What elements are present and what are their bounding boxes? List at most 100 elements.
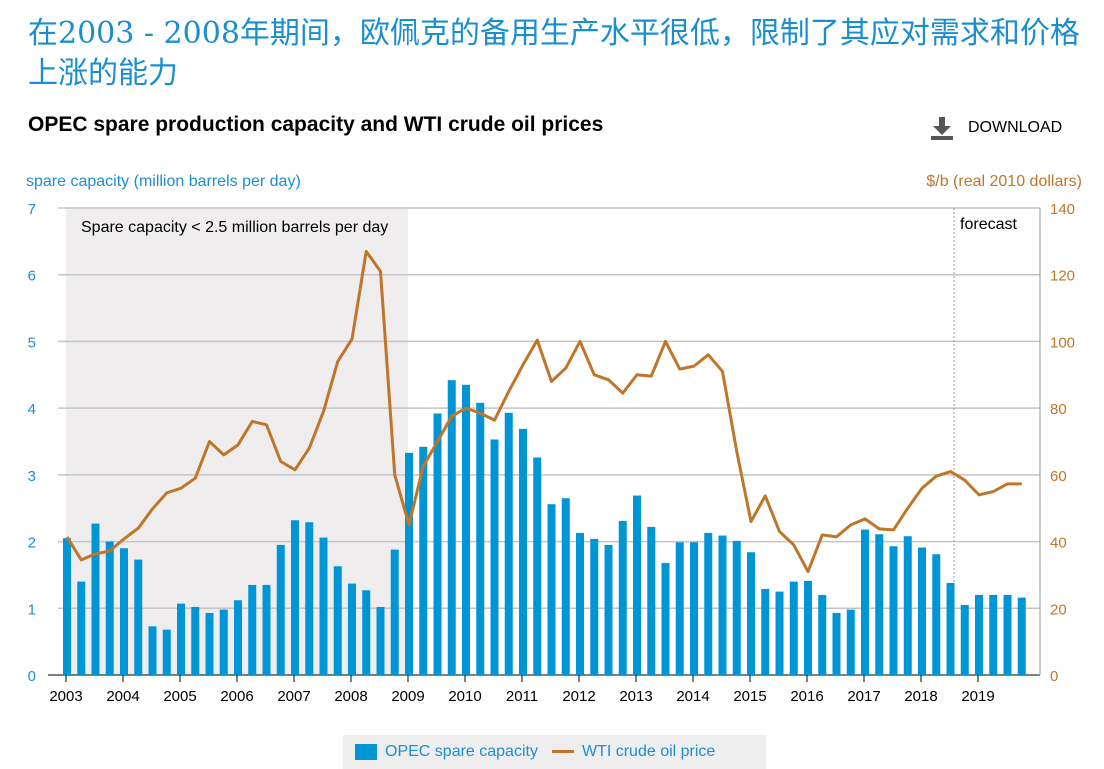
x-tick-label: 2014 (676, 688, 709, 705)
bar (348, 583, 356, 675)
x-tick-label: 2011 (506, 688, 538, 705)
left-tick-label: 7 (28, 201, 36, 218)
left-tick-label: 5 (28, 334, 36, 351)
legend-bars[interactable]: OPEC spare capacity (355, 743, 538, 761)
legend-line[interactable]: WTI crude oil price (551, 743, 715, 761)
bar (718, 535, 727, 675)
bar (191, 606, 200, 675)
bar (561, 498, 570, 675)
legend: OPEC spare capacity WTI crude oil price (343, 735, 766, 769)
x-tick-label: 2008 (334, 688, 367, 705)
bar (305, 522, 314, 675)
right-tick-label: 40 (1050, 535, 1067, 552)
bar (405, 452, 413, 675)
bar (633, 495, 641, 675)
bar-swatch-icon (355, 743, 377, 760)
x-tick-label: 2017 (847, 688, 880, 705)
bar (91, 523, 100, 675)
left-axis-label: spare capacity (million barrels per day) (26, 173, 301, 190)
headline: 在2003 - 2008年期间，欧佩克的备用生产水平很低，限制了其应对需求和价格… (28, 16, 1080, 91)
bar (932, 554, 941, 675)
bar (319, 537, 328, 675)
bar (989, 594, 998, 675)
left-tick-label: 0 (28, 668, 36, 685)
x-tick-label: 2003 (49, 688, 82, 705)
bar (291, 520, 299, 675)
bar (547, 504, 556, 675)
download-button[interactable]: DOWNLOAD (930, 116, 1062, 140)
right-tick-label: 20 (1050, 601, 1067, 618)
bar (219, 609, 228, 675)
download-icon (931, 117, 953, 140)
right-tick-label: 140 (1050, 201, 1075, 218)
bar (1003, 594, 1012, 675)
bar (732, 540, 741, 675)
bar (604, 544, 613, 675)
download-label: DOWNLOAD (968, 119, 1063, 136)
x-tick-label: 2006 (220, 688, 253, 705)
bar (234, 600, 242, 675)
left-tick-label: 3 (28, 468, 36, 485)
bar (775, 591, 784, 675)
bar (248, 584, 257, 675)
legend-bars-label: OPEC spare capacity (385, 743, 538, 760)
line-swatch-icon (551, 750, 574, 754)
bar (177, 603, 185, 675)
left-tick-label: 1 (28, 601, 36, 618)
left-tick-label: 2 (28, 535, 36, 552)
bar (875, 534, 884, 675)
chart-title: OPEC spare production capacity and WTI c… (28, 113, 604, 136)
x-tick-label: 2012 (562, 688, 595, 705)
x-tick-label: 2016 (790, 688, 823, 705)
left-tick-label: 6 (28, 268, 36, 285)
x-tick-label: 2018 (904, 688, 937, 705)
bar (105, 541, 114, 675)
bar (262, 584, 271, 675)
shaded-region-label: Spare capacity < 2.5 million barrels per… (81, 219, 388, 236)
bar (1017, 597, 1026, 675)
bar (975, 594, 983, 675)
bar (889, 546, 898, 675)
bar (504, 412, 513, 675)
bar (390, 549, 399, 675)
bar (433, 413, 442, 675)
bar (946, 582, 955, 675)
bar (618, 520, 627, 675)
right-axis-label: $/b (real 2010 dollars) (926, 173, 1082, 190)
x-tick-label: 2004 (106, 688, 139, 705)
bar (918, 547, 926, 675)
bar (162, 629, 171, 675)
forecast-label: forecast (960, 216, 1017, 233)
bar (134, 559, 143, 675)
bar (376, 606, 385, 675)
bar (590, 538, 599, 675)
bar (205, 612, 214, 675)
x-tick-label: 2010 (448, 688, 481, 705)
x-tick-label: 2013 (619, 688, 652, 705)
right-tick-label: 100 (1050, 334, 1075, 351)
x-tick-label: 2019 (961, 688, 994, 705)
bar (704, 532, 713, 675)
bar (647, 526, 656, 675)
right-tick-label: 80 (1050, 401, 1067, 418)
x-tick-label: 2015 (733, 688, 766, 705)
bar (576, 532, 584, 675)
bar (832, 612, 841, 675)
bar (63, 538, 71, 675)
bar (362, 590, 371, 675)
right-tick-label: 60 (1050, 468, 1067, 485)
bar (661, 562, 670, 675)
bar (804, 580, 812, 675)
bar (419, 446, 428, 675)
bar (120, 548, 128, 675)
x-tick-label: 2005 (163, 688, 196, 705)
bar (903, 536, 912, 675)
bar (148, 626, 157, 675)
bar (861, 529, 869, 675)
bar (476, 402, 485, 675)
bar (761, 588, 770, 675)
bar (519, 428, 527, 675)
bar (447, 380, 456, 675)
x-tick-label: 2007 (277, 688, 310, 705)
